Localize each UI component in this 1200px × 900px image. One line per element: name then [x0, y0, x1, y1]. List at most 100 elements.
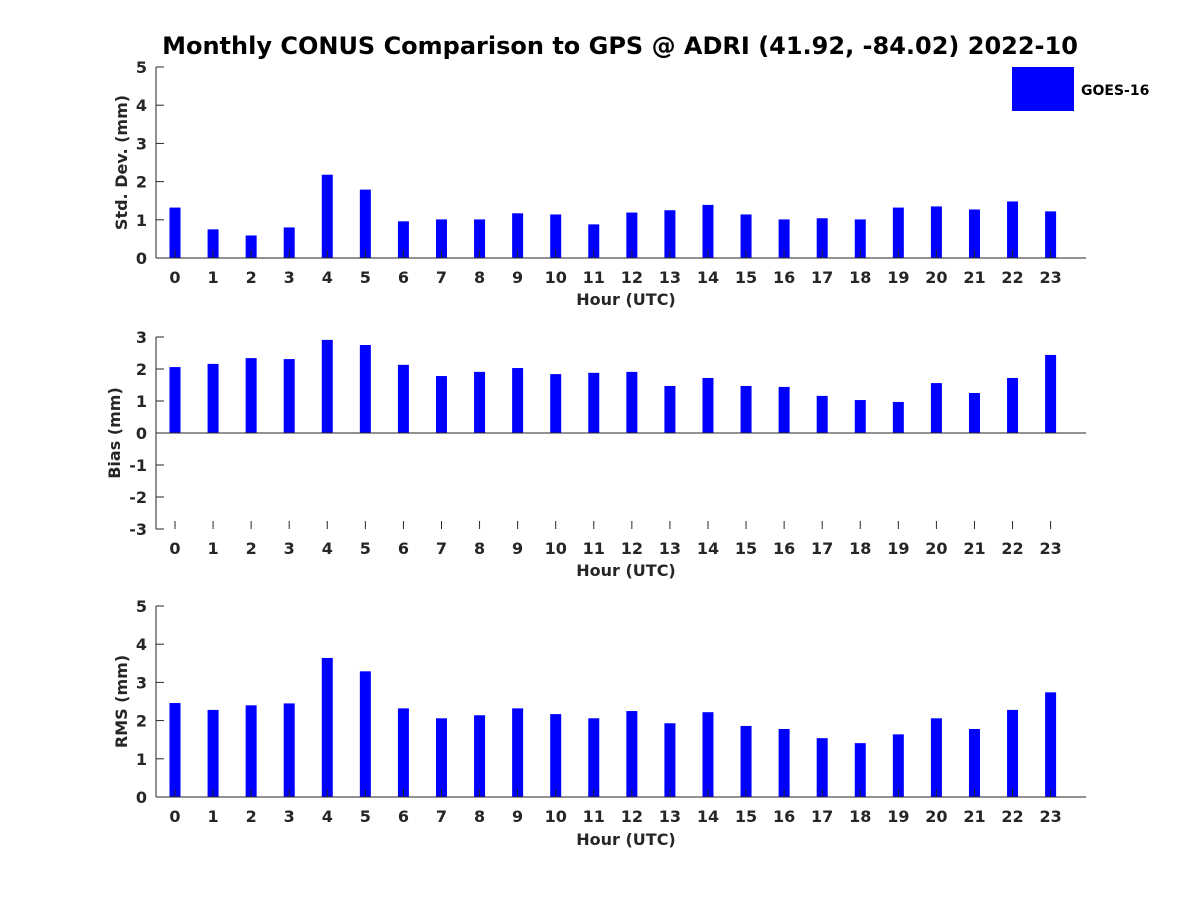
bar-4 — [321, 657, 333, 797]
x-tick-label: 0 — [169, 268, 180, 287]
x-tick-label: 17 — [811, 268, 833, 287]
bar-13 — [664, 385, 676, 433]
y-tick-label: -3 — [129, 520, 147, 539]
y-tick-label: 3 — [136, 328, 147, 347]
x-tick-label: 16 — [773, 539, 795, 558]
bar-1 — [207, 229, 219, 258]
x-tick-label: 16 — [773, 268, 795, 287]
x-tick-label: 2 — [246, 539, 257, 558]
bar-22 — [1007, 201, 1019, 258]
x-tick-label: 4 — [322, 539, 333, 558]
x-tick-label: 11 — [583, 268, 605, 287]
bar-8 — [474, 219, 486, 258]
bar-17 — [816, 395, 828, 433]
x-tick-label: 8 — [474, 539, 485, 558]
bar-3 — [283, 359, 295, 433]
x-tick-label: 12 — [621, 539, 643, 558]
chart-title: Monthly CONUS Comparison to GPS @ ADRI (… — [162, 32, 1078, 60]
y-axis-label: RMS (mm) — [112, 655, 131, 748]
x-tick-label: 6 — [398, 268, 409, 287]
y-tick-label: 1 — [136, 211, 147, 230]
bar-21 — [968, 729, 980, 797]
x-tick-label: 5 — [360, 807, 371, 826]
x-tick-label: 23 — [1039, 807, 1061, 826]
x-tick-label: 12 — [621, 807, 643, 826]
y-tick-label: 1 — [136, 392, 147, 411]
x-tick-label: 6 — [398, 807, 409, 826]
x-axis-label: Hour (UTC) — [576, 561, 676, 580]
x-tick-label: 23 — [1039, 539, 1061, 558]
bar-16 — [778, 219, 790, 258]
bar-9 — [512, 708, 524, 797]
x-tick-label: 2 — [246, 807, 257, 826]
bar-15 — [740, 214, 752, 258]
x-tick-label: 2 — [246, 268, 257, 287]
y-tick-label: -1 — [129, 456, 147, 475]
bar-8 — [474, 715, 486, 797]
bar-19 — [892, 734, 904, 797]
y-tick-label: 1 — [136, 750, 147, 769]
x-tick-label: 20 — [925, 539, 947, 558]
x-tick-label: 21 — [963, 807, 985, 826]
x-tick-label: 5 — [360, 268, 371, 287]
x-tick-label: 9 — [512, 807, 523, 826]
bar-7 — [435, 376, 447, 433]
x-tick-label: 14 — [697, 539, 719, 558]
x-tick-label: 7 — [436, 807, 447, 826]
bar-10 — [550, 214, 562, 258]
x-tick-label: 18 — [849, 539, 871, 558]
y-tick-label: 5 — [136, 597, 147, 616]
x-tick-label: 21 — [963, 539, 985, 558]
x-tick-label: 1 — [207, 807, 218, 826]
bar-3 — [283, 227, 295, 258]
x-tick-label: 3 — [284, 807, 295, 826]
bar-2 — [245, 358, 257, 433]
x-tick-label: 15 — [735, 268, 757, 287]
bar-12 — [626, 212, 638, 258]
x-tick-label: 13 — [659, 807, 681, 826]
x-tick-label: 1 — [207, 268, 218, 287]
x-tick-label: 0 — [169, 539, 180, 558]
x-tick-label: 3 — [284, 539, 295, 558]
bar-12 — [626, 711, 638, 797]
x-tick-label: 22 — [1001, 807, 1023, 826]
bar-19 — [892, 401, 904, 433]
bar-5 — [359, 189, 371, 258]
y-tick-label: 4 — [136, 96, 147, 115]
x-tick-label: 0 — [169, 807, 180, 826]
bar-15 — [740, 385, 752, 433]
bar-6 — [397, 708, 409, 797]
bar-3 — [283, 703, 295, 797]
legend-swatch-goes-16 — [1012, 67, 1074, 111]
bar-14 — [702, 712, 714, 797]
x-tick-label: 10 — [545, 807, 567, 826]
bar-5 — [359, 671, 371, 797]
bar-23 — [1045, 211, 1057, 258]
x-tick-label: 19 — [887, 539, 909, 558]
bar-4 — [321, 339, 333, 433]
bar-0 — [169, 367, 181, 433]
bar-18 — [854, 400, 866, 433]
bar-18 — [854, 743, 866, 797]
bar-16 — [778, 386, 790, 433]
bar-1 — [207, 709, 219, 797]
bar-21 — [968, 209, 980, 258]
bar-18 — [854, 219, 866, 258]
x-tick-label: 14 — [697, 268, 719, 287]
bar-4 — [321, 174, 333, 258]
x-tick-label: 16 — [773, 807, 795, 826]
bar-0 — [169, 703, 181, 797]
x-tick-label: 19 — [887, 807, 909, 826]
x-tick-label: 11 — [583, 539, 605, 558]
bar-9 — [512, 368, 524, 433]
bar-20 — [930, 383, 942, 433]
bar-13 — [664, 210, 676, 258]
bar-8 — [474, 371, 486, 433]
x-tick-label: 21 — [963, 268, 985, 287]
bar-14 — [702, 204, 714, 258]
x-tick-label: 13 — [659, 268, 681, 287]
bar-0 — [169, 207, 181, 258]
